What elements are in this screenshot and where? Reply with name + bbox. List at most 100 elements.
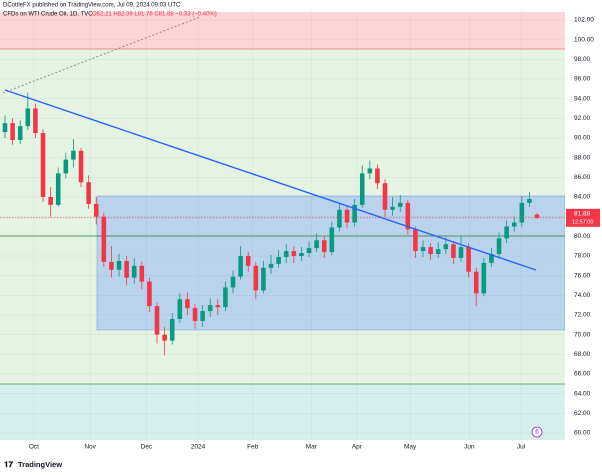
y-tick-label: 84.00 bbox=[574, 194, 591, 201]
x-tick-label: Dec bbox=[141, 444, 153, 451]
candle-body bbox=[329, 227, 335, 253]
x-tick-label: Apr bbox=[352, 444, 363, 451]
candle-body bbox=[268, 263, 274, 268]
y-tick-label: 96.00 bbox=[574, 76, 591, 83]
candle-body bbox=[321, 240, 327, 253]
candle-body bbox=[261, 267, 266, 291]
candle-body bbox=[86, 182, 91, 204]
candle-body bbox=[473, 271, 479, 294]
y-tick-label: 60.00 bbox=[574, 430, 591, 437]
candle-body bbox=[25, 108, 31, 127]
candle-body bbox=[534, 214, 540, 218]
candle-body bbox=[17, 126, 23, 140]
candle-body bbox=[496, 238, 502, 255]
candle-body bbox=[489, 254, 494, 263]
candle-body bbox=[428, 247, 433, 255]
candle-body bbox=[139, 265, 145, 282]
event-badge[interactable] bbox=[531, 426, 543, 438]
candle-body bbox=[200, 311, 205, 321]
resistance-zone bbox=[0, 12, 565, 49]
y-tick-label: 78.00 bbox=[574, 253, 591, 260]
y-tick-label: 88.00 bbox=[574, 154, 591, 161]
candle-body bbox=[154, 306, 160, 335]
candle-body bbox=[116, 260, 122, 270]
candle-body bbox=[375, 168, 380, 184]
candle-body bbox=[367, 168, 373, 174]
candle-body bbox=[131, 265, 137, 278]
candle-body bbox=[223, 287, 228, 308]
y-tick-label: 72.00 bbox=[574, 312, 591, 319]
candle-body bbox=[458, 247, 464, 258]
y-tick-label: 76.00 bbox=[574, 272, 591, 279]
x-tick-label: Mar bbox=[306, 444, 318, 451]
candle-body bbox=[519, 202, 525, 223]
x-tick-label: Jul bbox=[517, 444, 526, 451]
candle-body bbox=[109, 261, 114, 270]
y-tick-label: 92.00 bbox=[574, 115, 591, 122]
candle-body bbox=[93, 203, 99, 217]
candle-body bbox=[397, 202, 403, 207]
trend-line bbox=[4, 89, 537, 271]
y-tick-label: 90.00 bbox=[574, 135, 591, 142]
y-tick-label: 102.00 bbox=[574, 17, 594, 24]
candle-body bbox=[101, 216, 107, 262]
y-tick-label: 100.00 bbox=[574, 36, 594, 43]
x-tick-label: Nov bbox=[84, 444, 96, 451]
candle-body bbox=[405, 202, 411, 230]
candle-body bbox=[337, 209, 342, 228]
candle-body bbox=[413, 229, 418, 252]
candle-body bbox=[162, 334, 167, 341]
candle-body bbox=[451, 244, 456, 258]
y-tick-label: 70.00 bbox=[574, 331, 591, 338]
candle-body bbox=[192, 308, 198, 321]
candle-body bbox=[124, 260, 129, 278]
candle-body bbox=[314, 240, 319, 249]
symbol: CFDs on WTI Crude Oil, 1D, TVC bbox=[3, 12, 93, 18]
candle-body bbox=[215, 305, 221, 308]
candle-body bbox=[185, 299, 190, 309]
x-tick-label: Jun bbox=[464, 444, 475, 451]
candle-body bbox=[78, 150, 84, 183]
y-tick-label: 86.00 bbox=[574, 174, 591, 181]
x-tick-label: Oct bbox=[29, 444, 39, 451]
ohlc-legend: O82.21 H82.39 L81.76 C81.88 −0.33 (−0.40… bbox=[92, 12, 217, 18]
candle-body bbox=[435, 249, 441, 255]
candle-body bbox=[238, 255, 243, 277]
candle-body bbox=[33, 108, 38, 134]
y-tick-label: 98.00 bbox=[574, 56, 591, 63]
candle-body bbox=[481, 262, 487, 294]
y-tick-label: 80.00 bbox=[574, 233, 591, 240]
candle-body bbox=[299, 253, 304, 256]
last-price-box bbox=[566, 208, 600, 227]
countdown: 12:57:00 bbox=[572, 219, 593, 225]
support-zone bbox=[0, 384, 565, 440]
candle-body bbox=[55, 173, 61, 205]
candle-body bbox=[359, 173, 365, 205]
y-tick-label: 74.00 bbox=[574, 292, 591, 299]
y-tick-label: 94.00 bbox=[574, 95, 591, 102]
last-price-label: 81.88 bbox=[574, 211, 591, 218]
candle-body bbox=[283, 251, 289, 257]
event-badge-label[interactable]: 6 bbox=[535, 430, 539, 436]
candle-body bbox=[527, 198, 532, 203]
candle-body bbox=[207, 305, 213, 312]
candle-body bbox=[245, 255, 251, 266]
candle-body bbox=[71, 150, 76, 160]
candle-body bbox=[276, 256, 281, 264]
candle-body bbox=[63, 159, 69, 174]
candle-body bbox=[352, 204, 357, 223]
candle-body bbox=[344, 209, 350, 223]
candle-body bbox=[382, 183, 388, 210]
x-tick-label: Feb bbox=[247, 444, 259, 451]
candle-body bbox=[48, 196, 53, 205]
candle-body bbox=[306, 248, 312, 254]
price-axis bbox=[565, 0, 602, 476]
logo: 𝟏𝟕 bbox=[4, 460, 13, 469]
y-tick-label: 66.00 bbox=[574, 371, 591, 378]
candle-body bbox=[511, 222, 517, 227]
y-tick-label: 64.00 bbox=[574, 390, 591, 397]
consolidation-box bbox=[96, 195, 566, 331]
x-tick-label: 2024 bbox=[191, 444, 206, 451]
